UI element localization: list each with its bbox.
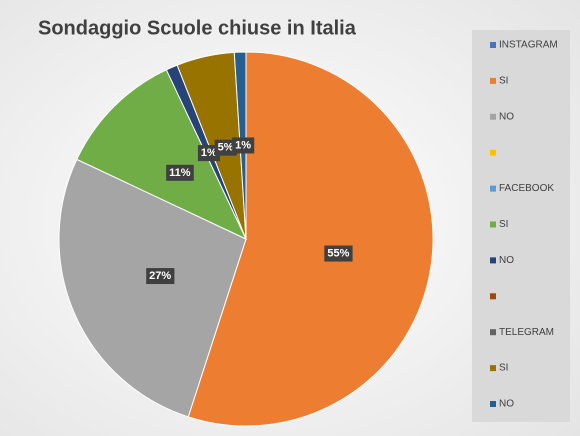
legend-marker — [490, 221, 496, 228]
data-label-box — [232, 137, 255, 154]
legend-marker — [490, 257, 496, 264]
data-label: 27% — [149, 270, 171, 282]
data-label: 55% — [327, 248, 349, 260]
data-label-box — [214, 139, 237, 156]
pie-slice — [76, 69, 248, 241]
data-label: 1% — [201, 147, 217, 159]
pie-slice — [58, 158, 247, 418]
legend-label: NO — [499, 399, 514, 410]
legend-label: FACEBOOK — [499, 183, 554, 194]
legend-label: SI — [499, 363, 508, 374]
legend-label: NO — [499, 255, 514, 266]
legend-label: SI — [499, 76, 508, 87]
legend-marker — [490, 42, 496, 48]
legend-marker — [490, 113, 496, 120]
legend-marker — [490, 185, 496, 192]
legend-marker — [490, 77, 496, 84]
legend-marker — [490, 293, 496, 300]
data-label: 1% — [235, 139, 251, 151]
data-label-box — [146, 268, 175, 285]
legend-marker — [490, 329, 496, 336]
data-label-box — [197, 145, 221, 162]
legend-marker — [490, 149, 496, 156]
legend-label: NO — [499, 111, 514, 122]
legend-label: TELEGRAM — [499, 327, 554, 338]
data-label: 11% — [169, 167, 191, 179]
data-label: 5% — [218, 142, 234, 154]
legend-marker — [490, 401, 496, 407]
legend-marker — [490, 365, 496, 372]
chart-title: Sondaggio Scuole chiuse in Italia — [38, 17, 357, 39]
legend-label: INSTAGRAM — [499, 40, 558, 51]
data-label-box — [324, 245, 353, 262]
data-label-box — [166, 164, 194, 181]
legend-label: SI — [499, 219, 508, 230]
legend-box — [472, 30, 570, 422]
